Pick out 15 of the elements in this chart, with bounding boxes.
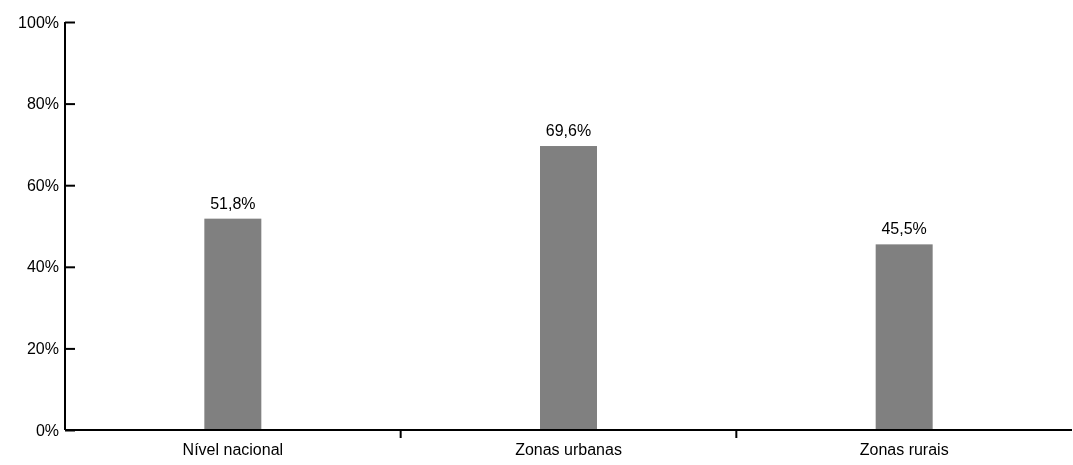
data-label: 69,6% [545, 122, 592, 140]
y-tick-label: 80% [26, 95, 59, 113]
y-tick-label: 20% [26, 340, 59, 358]
x-tick-label: Zonas urbanas [515, 441, 622, 459]
bar [540, 146, 597, 430]
y-tick-label: 0% [35, 421, 59, 439]
y-tick-label: 100% [18, 13, 59, 31]
data-label: 45,5% [881, 220, 927, 238]
data-label: 51,8% [210, 194, 256, 212]
bar [204, 218, 262, 430]
x-tick-label: Zonas rurais [859, 441, 949, 459]
y-tick-label: 40% [26, 258, 59, 276]
x-tick-label: Nível nacional [182, 441, 284, 459]
y-tick-label: 60% [26, 176, 59, 194]
bar [875, 244, 933, 430]
